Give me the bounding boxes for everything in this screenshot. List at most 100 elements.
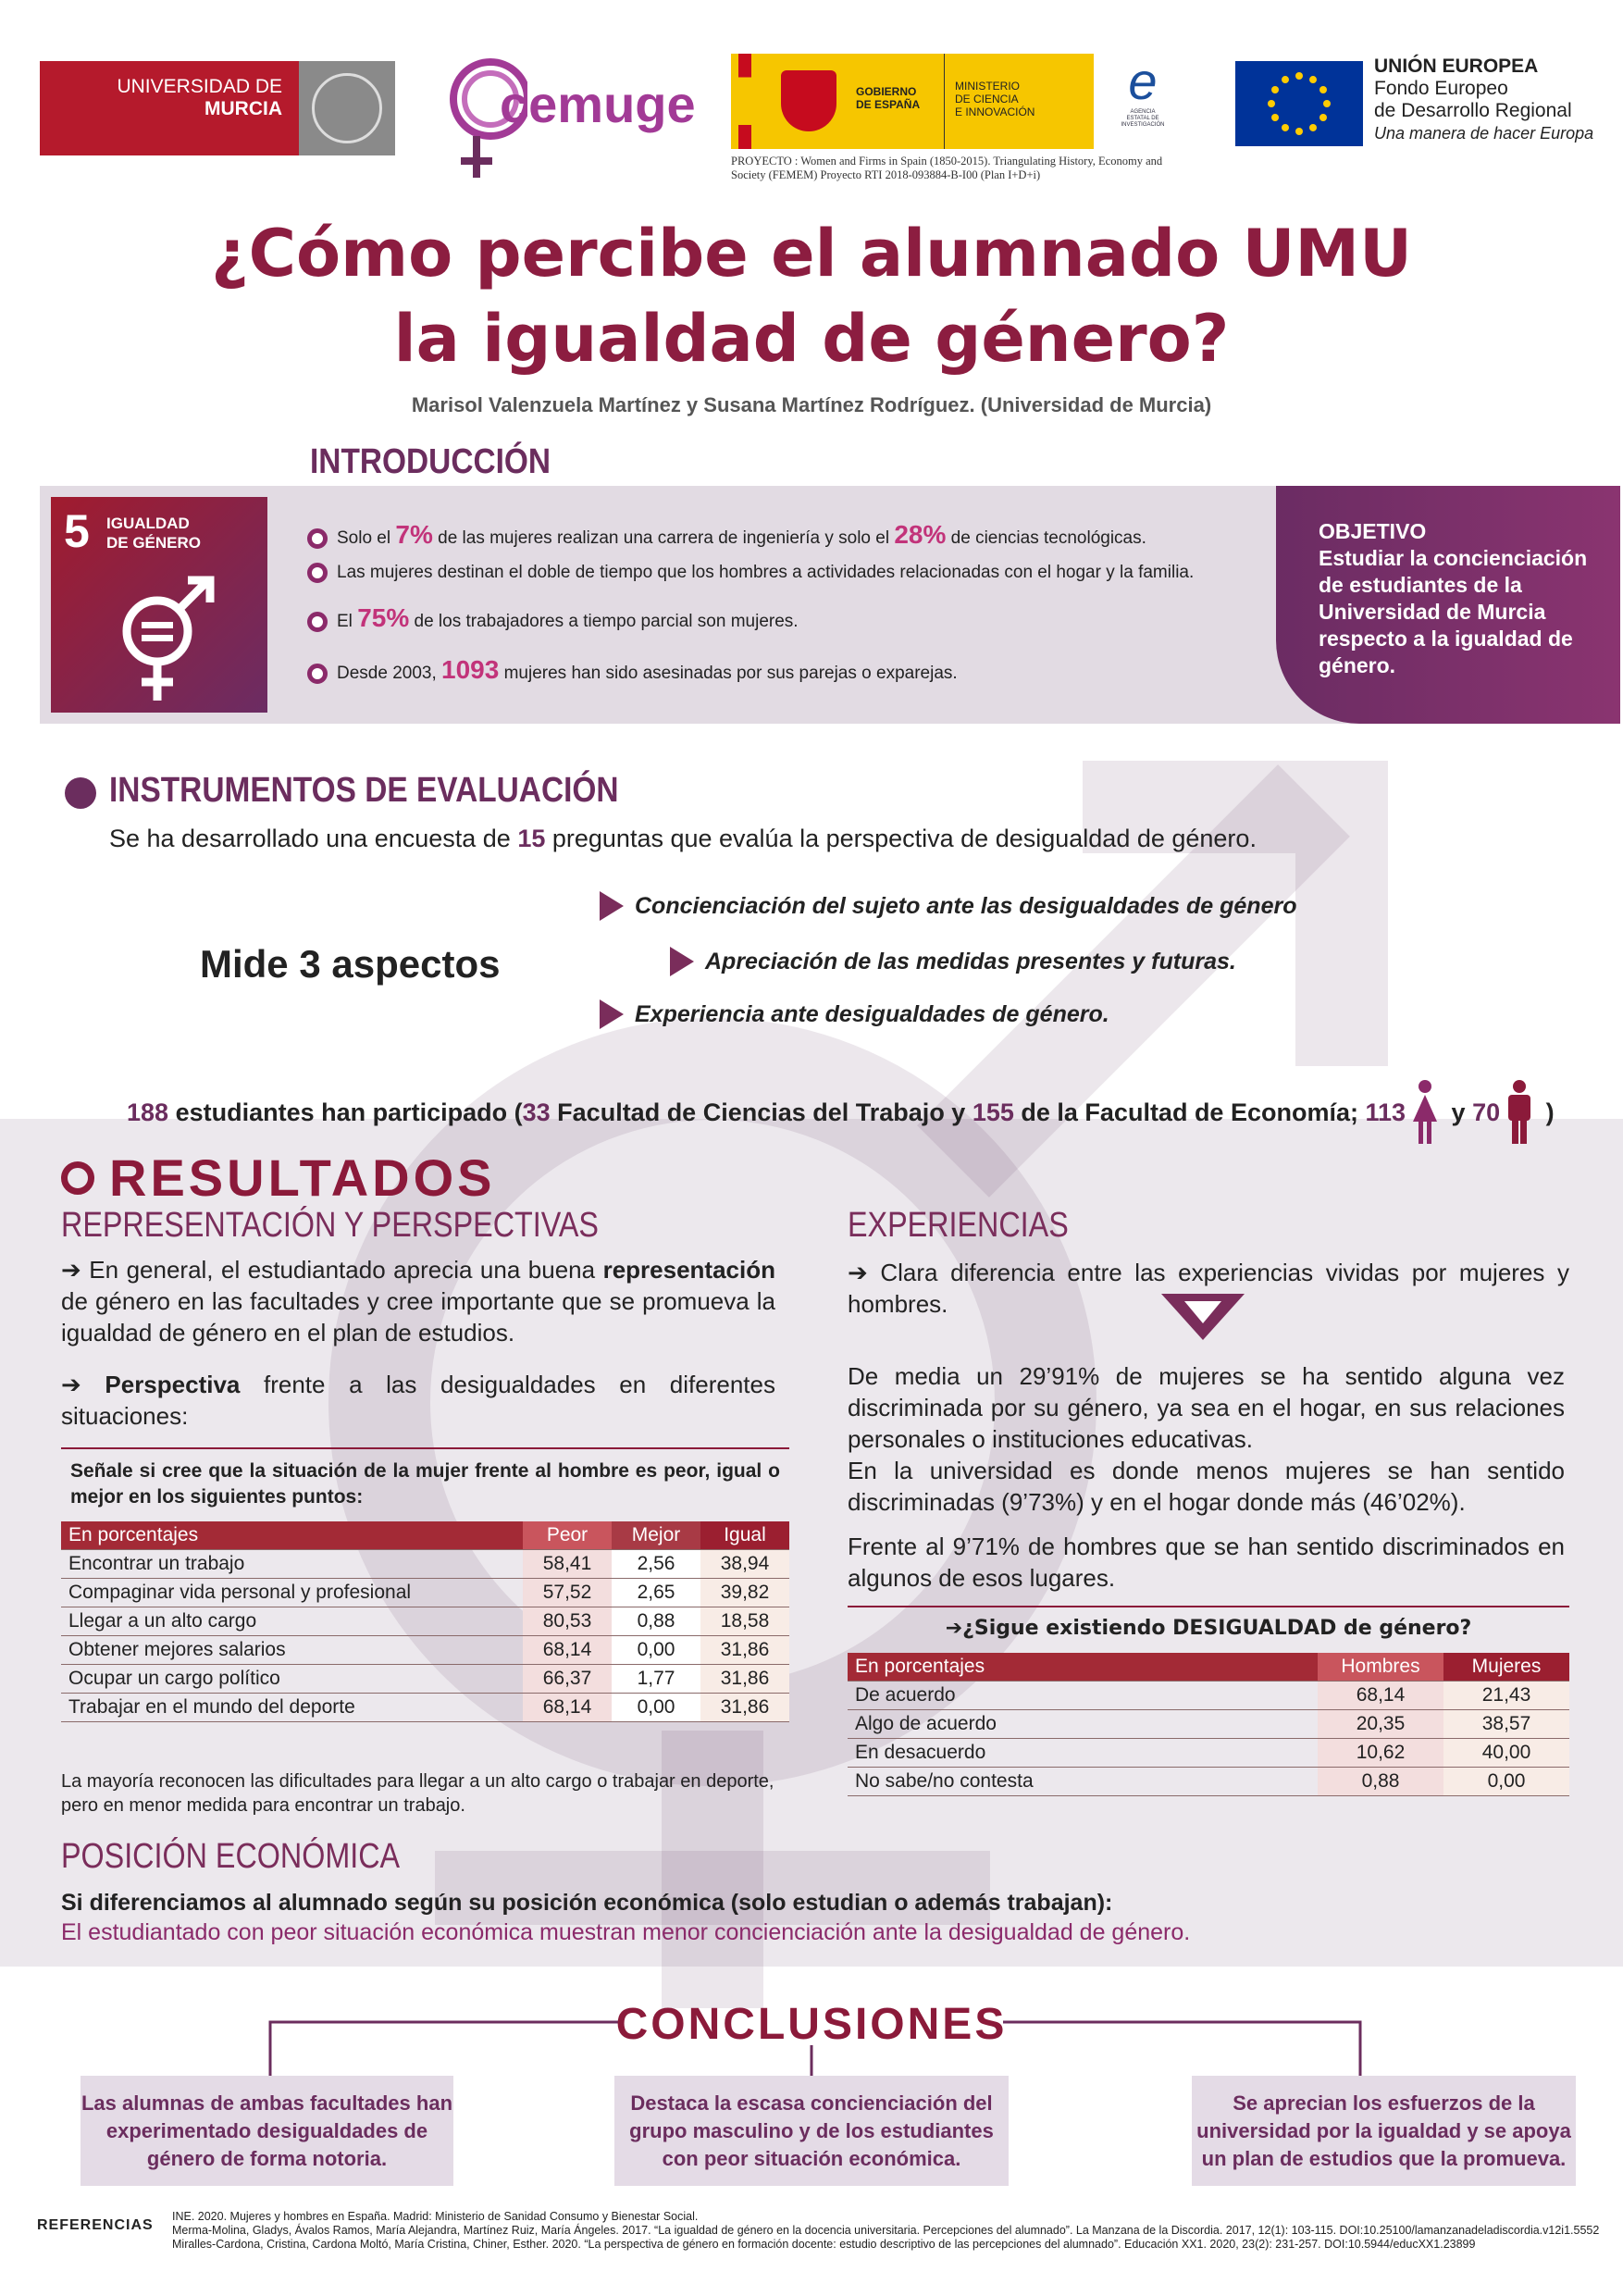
aspect-text: Concienciación del sujeto ante las desig… <box>635 892 1297 919</box>
university-logo: UNIVERSIDAD DE MURCIA <box>40 61 395 155</box>
eu-line: de Desarrollo Regional <box>1374 100 1572 121</box>
row-label: Trabajar en el mundo del deporte <box>61 1693 523 1722</box>
results-heading: RESULTADOS <box>109 1148 496 1207</box>
cell: 1,77 <box>612 1664 700 1694</box>
text: de género en las facultades y cree impor… <box>61 1287 775 1347</box>
table1-question: Señale si cree que la situación de la mu… <box>70 1460 780 1508</box>
cell: 39,82 <box>700 1578 789 1607</box>
highlight: 7% <box>395 520 433 549</box>
row: De acuerdo 68,14 21,43 <box>848 1681 1569 1710</box>
objective-box: OBJETIVO Estudiar la concienciación de es… <box>1276 486 1620 724</box>
aspect: Apreciación de las medidas presentes y f… <box>670 947 1236 976</box>
experiences-intro: ➔ Clara diferencia entre las experiencia… <box>848 1259 1569 1318</box>
experiences-heading: EXPERIENCIAS <box>848 1206 1069 1245</box>
cell: 40,00 <box>1443 1738 1569 1768</box>
min-line: E INNOVACIÓN <box>955 105 1035 118</box>
column-header: En porcentajes <box>61 1521 523 1550</box>
cell: 38,57 <box>1443 1709 1569 1739</box>
highlight: 1093 <box>441 655 500 684</box>
eu-star <box>1309 76 1317 84</box>
text: de las mujeres realizan una carrera de i… <box>432 528 895 548</box>
column-header: Igual <box>700 1521 789 1550</box>
highlight: representación <box>602 1256 775 1284</box>
conclusion-box: Destaca la escasa concienciación del gru… <box>614 2076 1009 2186</box>
project: PROYECTO : Women and Firms in Spain (185… <box>731 155 1162 182</box>
cell: 2,65 <box>612 1578 700 1607</box>
highlight: Perspectiva <box>105 1371 241 1398</box>
highlight: 70 <box>1472 1098 1501 1126</box>
cell: 31,86 <box>700 1635 789 1665</box>
row-label: Compaginar vida personal y profesional <box>61 1578 523 1607</box>
sdg-label-line: DE GÉNERO <box>106 534 202 552</box>
intro-heading: INTRODUCCIÓN <box>310 442 551 481</box>
text: de la Facultad de Economía; <box>1013 1098 1366 1126</box>
title-line: ¿Cómo percibe el alumnado UMU <box>211 216 1412 292</box>
eu-star <box>1282 123 1289 131</box>
sdg-icon <box>122 576 215 701</box>
university-seal-bg <box>299 61 395 155</box>
text: Facultad de Ciencias del Trabajo y <box>550 1098 973 1126</box>
eu-line: UNIÓN EUROPEA <box>1374 56 1539 77</box>
cell: 31,86 <box>700 1664 789 1694</box>
cell: 10,62 <box>1318 1738 1443 1768</box>
row: En desacuerdo 10,62 40,00 <box>848 1738 1569 1768</box>
cell: 66,37 <box>523 1664 612 1694</box>
sdg-number: 5 <box>64 505 90 557</box>
cell: 18,58 <box>700 1607 789 1636</box>
eu-star <box>1271 114 1280 121</box>
header-row: En porcentajes Hombres Mujeres <box>848 1653 1569 1682</box>
sdg-label: IGUALDAD DE GÉNERO <box>106 514 201 552</box>
row: Ocupar un cargo político 66,37 1,77 31,86 <box>61 1664 789 1694</box>
row-label: No sabe/no contesta <box>848 1767 1318 1796</box>
cell: 0,00 <box>612 1635 700 1665</box>
row: No sabe/no contesta 0,88 0,00 <box>848 1767 1569 1796</box>
aspect-text: Apreciación de las medidas presentes y f… <box>705 948 1236 974</box>
text: Las mujeres destinan el doble de tiempo … <box>337 563 1195 583</box>
aspect: Concienciación del sujeto ante las desig… <box>600 891 1296 921</box>
university-line: UNIVERSIDAD DE <box>117 76 282 97</box>
university-text: UNIVERSIDAD DE MURCIA <box>40 61 299 155</box>
cell: 57,52 <box>523 1578 612 1607</box>
cell: 68,14 <box>523 1635 612 1665</box>
text: mujeres han sido asesinadas por sus pare… <box>499 664 958 683</box>
objective-heading: OBJETIVO <box>1319 519 1427 543</box>
highlight: 75% <box>357 603 410 632</box>
text: El <box>337 612 358 631</box>
experiences-text: De media un 29’91% de mujeres se ha sent… <box>848 1360 1565 1594</box>
eu-star <box>1268 100 1275 107</box>
highlight: 28% <box>894 520 947 549</box>
university-seal <box>312 73 382 143</box>
reference: Miralles-Cardona, Cristina, Cardona Molt… <box>172 2238 1476 2251</box>
economic-line: Si diferenciamos al alumnado según su po… <box>61 1890 1113 1916</box>
representation-text: ➔ En general, el estudiantado aprecia un… <box>61 1254 775 1452</box>
economic-line: El estudiantado con peor situación econó… <box>61 1919 1191 1945</box>
text: Se ha desarrollado una encuesta de <box>109 825 518 852</box>
objective-line: género. <box>1319 653 1396 677</box>
aspect: Experiencia ante desigualdades de género… <box>600 999 1109 1029</box>
row-label: Algo de acuerdo <box>848 1709 1318 1739</box>
eu-star <box>1295 128 1303 135</box>
row: Trabajar en el mundo del deporte 68,14 0,0… <box>61 1693 789 1722</box>
row-label: En desacuerdo <box>848 1738 1318 1768</box>
paragraph: ➔ En general, el estudiantado aprecia un… <box>61 1254 775 1348</box>
aspect-text: Experiencia ante desigualdades de género… <box>635 1000 1109 1027</box>
row: Algo de acuerdo 20,35 38,57 <box>848 1709 1569 1739</box>
university-line: MURCIA <box>204 98 282 119</box>
row-label: Encontrar un trabajo <box>61 1549 523 1579</box>
cell: 0,00 <box>1443 1767 1569 1796</box>
row-label: Obtener mejores salarios <box>61 1635 523 1665</box>
instruments-icon <box>65 777 96 809</box>
text: ➔ <box>61 1371 105 1398</box>
row-label: Ocupar un cargo político <box>61 1664 523 1694</box>
eu-line: Fondo Europeo <box>1374 78 1508 99</box>
objective-line: de estudiantes de la <box>1319 573 1522 597</box>
cemuge-symbol <box>450 58 527 178</box>
eu-line: Una manera de hacer Europa <box>1374 124 1594 143</box>
reference: INE. 2020. Mujeres y hombres en España. … <box>172 2210 699 2223</box>
cell: 0,88 <box>1318 1767 1443 1796</box>
text: frente a las desigualdades en diferentes… <box>61 1371 775 1430</box>
text: ) <box>1539 1098 1555 1126</box>
cell: 31,86 <box>700 1693 789 1722</box>
